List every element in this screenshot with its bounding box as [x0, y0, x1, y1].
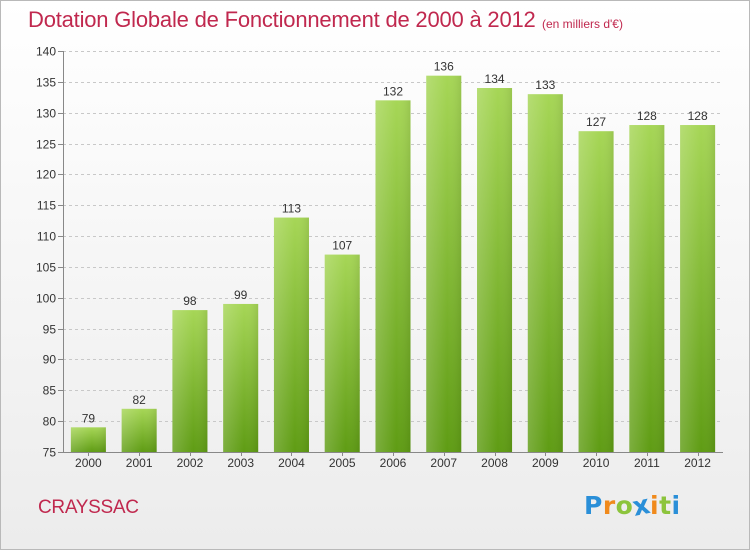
bar-shade-2004 — [273, 217, 309, 452]
y-tick-label: 90 — [43, 353, 57, 367]
value-label-2004: 113 — [282, 202, 301, 216]
chart-title: Dotation Globale de Fonctionnement de 20… — [28, 7, 536, 32]
logo-letter: P — [584, 491, 603, 520]
x-tick-label-2002: 2002 — [177, 456, 204, 470]
bar-shade-2002 — [172, 310, 208, 452]
axes — [58, 51, 723, 456]
logo-letter: i — [650, 491, 660, 520]
value-label-2001: 82 — [132, 393, 146, 407]
bar-shade-2011 — [629, 125, 665, 453]
value-label-2007: 136 — [434, 60, 454, 74]
y-tick-label: 115 — [37, 199, 56, 213]
value-label-2005: 107 — [332, 239, 352, 253]
value-label-2002: 98 — [183, 294, 197, 308]
x-tick-label-2004: 2004 — [278, 456, 305, 470]
proxiti-logo[interactable]: Proxiti — [584, 489, 681, 522]
bar-shade-2003 — [223, 303, 259, 452]
bar-shade-2008 — [477, 88, 513, 452]
value-label-2003: 99 — [234, 288, 248, 302]
value-label-2010: 127 — [586, 115, 606, 129]
x-tick-label-2006: 2006 — [380, 456, 407, 470]
logo-letter: o — [615, 491, 634, 520]
commune-name: CRAYSSAC — [38, 497, 139, 518]
x-tick-label-2012: 2012 — [684, 456, 711, 470]
x-tick-label-2003: 2003 — [227, 456, 254, 470]
value-label-2012: 128 — [688, 109, 708, 123]
y-tick-label: 140 — [36, 45, 56, 59]
bars — [70, 75, 716, 453]
x-tick-label-2010: 2010 — [583, 456, 610, 470]
y-tick-label: 80 — [43, 415, 57, 429]
y-tick-label: 95 — [43, 323, 57, 337]
bar-shade-2007 — [426, 75, 462, 452]
bar-shade-2009 — [527, 94, 563, 452]
x-tick-label-2011: 2011 — [634, 456, 660, 470]
x-tick-label-2005: 2005 — [329, 456, 356, 470]
value-label-2008: 134 — [485, 72, 505, 86]
bar-shade-2000 — [70, 427, 106, 452]
bar-shade-2001 — [121, 408, 157, 452]
chart-subtitle: (en milliers d'€) — [542, 17, 623, 31]
value-label-2011: 128 — [637, 109, 657, 123]
y-tick-label: 125 — [36, 138, 56, 152]
y-tick-label: 85 — [43, 384, 57, 398]
bar-shade-2005 — [324, 254, 360, 452]
logo-letter: r — [602, 491, 616, 520]
y-tick-label: 110 — [37, 230, 56, 244]
y-tick-label: 130 — [36, 107, 56, 121]
y-tick-label: 75 — [43, 446, 57, 460]
x-tick-label-2009: 2009 — [532, 456, 559, 470]
value-label-2009: 133 — [535, 78, 555, 92]
logo-letter: i — [671, 491, 681, 520]
x-tick-label-2008: 2008 — [481, 456, 508, 470]
x-tick-label-2007: 2007 — [430, 456, 457, 470]
x-tick-label-2000: 2000 — [75, 456, 102, 470]
y-tick-label: 105 — [36, 261, 56, 275]
y-tick-label: 120 — [36, 168, 56, 182]
logo-letter: t — [659, 491, 672, 520]
x-tick-label-2001: 2001 — [126, 456, 153, 470]
y-tick-label: 135 — [36, 76, 56, 90]
bar-shade-2010 — [578, 131, 614, 452]
value-label-2006: 132 — [383, 84, 403, 98]
labels: 75 80 85 90 95 100 105 110 115 120 125 130 135 140 79 2… — [36, 45, 711, 471]
y-tick-label: 100 — [36, 292, 56, 306]
value-label-2000: 79 — [82, 411, 96, 425]
bar-shade-2006 — [375, 100, 411, 452]
bar-shade-2012 — [680, 125, 716, 453]
